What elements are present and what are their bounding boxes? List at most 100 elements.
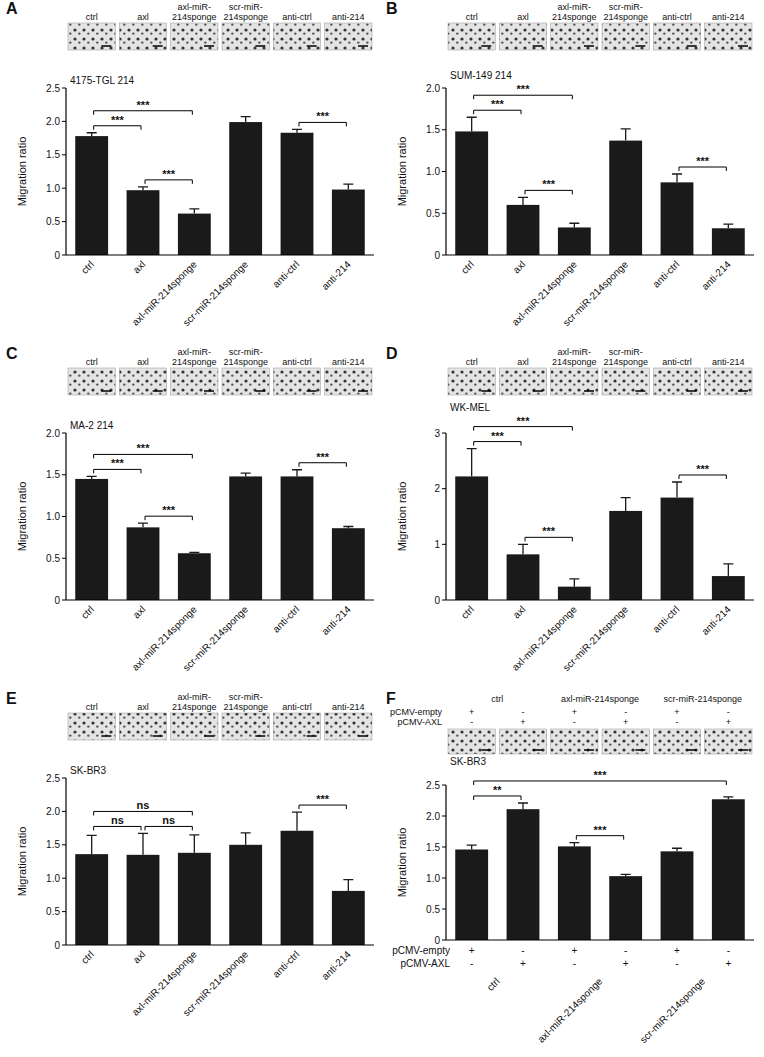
bar (712, 799, 745, 940)
bar (332, 190, 365, 255)
y-tick (62, 255, 66, 256)
scale-bar (687, 749, 697, 751)
micrograph (68, 23, 115, 50)
y-tick (62, 433, 66, 434)
y-tick-label: 0 (434, 595, 440, 606)
error-bar (723, 564, 733, 576)
y-tick-label: 2 (434, 483, 440, 494)
y-tick (62, 154, 66, 155)
error-bar (241, 473, 251, 476)
error-bar (621, 874, 631, 876)
x-tick-label: anti-ctrl (270, 259, 301, 290)
x-group-label: axl-miR-214sponge (535, 975, 604, 1044)
y-tick (442, 847, 446, 848)
row-name: pCMV-empty (390, 707, 443, 717)
bar (712, 576, 745, 600)
y-tick-label: 1.0 (46, 511, 60, 522)
y-tick-label: 1.5 (46, 839, 60, 850)
y-tick-label: 2.0 (426, 811, 440, 822)
y-tick-label: 0 (54, 595, 60, 606)
scale-bar (153, 735, 163, 737)
y-tick-label: 2.0 (426, 83, 440, 94)
bar (127, 190, 160, 255)
bar (609, 511, 642, 600)
image-label: scr-miR-214sponge (223, 347, 268, 367)
y-tick-label: 0.5 (426, 208, 440, 219)
y-axis (445, 785, 446, 940)
y-axis-title: Migration ratio (396, 482, 408, 552)
y-tick-label: 0.5 (46, 906, 60, 917)
y-tick (62, 844, 66, 845)
y-tick (442, 129, 446, 130)
figure: Actrlaxlaxl-miR-214spongescr-miR-214spon… (0, 0, 764, 1057)
y-tick-label: 0 (54, 250, 60, 261)
x-tick-label: axl (511, 259, 528, 276)
error-bar (518, 544, 528, 554)
y-tick (62, 945, 66, 946)
label-line: axl-miR- (178, 347, 212, 357)
micrograph (273, 713, 320, 740)
y-tick (62, 600, 66, 601)
row-mark: + (623, 958, 629, 969)
y-tick-label: 3 (434, 428, 440, 439)
micrograph (222, 368, 269, 395)
micrograph (448, 23, 495, 50)
error-bar (672, 848, 682, 851)
micrograph (653, 729, 700, 754)
significance-bracket (474, 781, 727, 785)
bars (75, 812, 365, 945)
image-label: axl-miR-214sponge (172, 347, 217, 367)
image-label: ctrl (466, 357, 478, 367)
error-bar (189, 835, 199, 853)
x-axis (66, 254, 374, 255)
error-bar (672, 174, 682, 182)
micrograph (119, 713, 166, 740)
y-tick-label: 2.0 (46, 806, 60, 817)
significance-bracket (94, 454, 193, 458)
label-line: scr-miR- (609, 2, 643, 12)
bar (507, 205, 540, 255)
y-tick (442, 255, 446, 256)
error-bar (621, 129, 631, 141)
image-label: anti-ctrl (282, 12, 312, 22)
row-mark: + (572, 707, 577, 717)
significance-bracket (474, 442, 521, 446)
bar (229, 122, 262, 255)
bar (558, 846, 591, 940)
y-axis (445, 433, 446, 600)
scale-bar (584, 45, 594, 47)
y-tick-label: 2.0 (46, 116, 60, 127)
bars (75, 470, 365, 600)
scale-bar (687, 45, 697, 47)
y-axis (65, 778, 66, 945)
row-mark: - (675, 958, 678, 969)
x-axis (446, 599, 754, 600)
row-mark: - (676, 717, 679, 727)
row-name: pCMV-empty (392, 945, 450, 956)
y-tick-label: 0 (434, 935, 440, 946)
panel-letter: F (386, 690, 396, 707)
significance-label: ns (111, 814, 124, 826)
micrograph (68, 368, 115, 395)
scale-bar (635, 749, 645, 751)
micrograph (705, 23, 752, 50)
scale-bar (738, 390, 748, 392)
image-label: ctrl (86, 357, 98, 367)
scale-bar (635, 390, 645, 392)
x-tick-label: axl (131, 949, 148, 966)
micrograph (119, 23, 166, 50)
row-mark: + (725, 958, 731, 969)
x-group-label: ctrl (485, 976, 502, 993)
x-tick-label: axl (511, 604, 528, 621)
error-bar (343, 527, 353, 529)
row-mark: - (624, 945, 627, 956)
error-bar (723, 224, 733, 228)
error-bar (292, 470, 302, 477)
significance-bracket (94, 111, 193, 115)
label-line: 214sponge (223, 12, 268, 22)
x-tick-label: scr-miR-214sponge (181, 258, 251, 328)
y-tick-label: 1.5 (426, 124, 440, 135)
scale-bar (533, 749, 543, 751)
bar (229, 476, 262, 600)
micrograph (602, 368, 649, 395)
